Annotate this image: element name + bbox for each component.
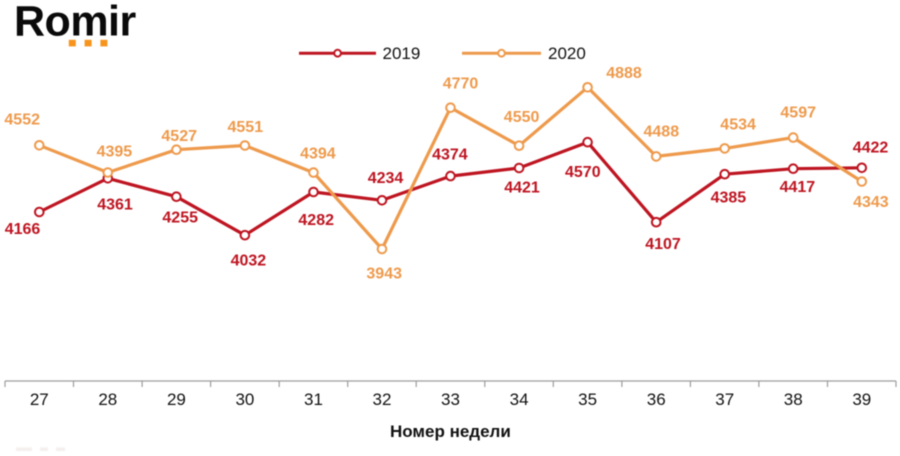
svg-text:4534: 4534 bbox=[720, 116, 756, 133]
svg-text:4166: 4166 bbox=[5, 221, 41, 238]
svg-text:30: 30 bbox=[235, 390, 254, 409]
svg-text:4550: 4550 bbox=[504, 109, 540, 126]
svg-text:4417: 4417 bbox=[780, 179, 816, 196]
svg-text:38: 38 bbox=[784, 390, 803, 409]
svg-text:29: 29 bbox=[167, 390, 186, 409]
svg-text:39: 39 bbox=[852, 390, 871, 409]
svg-text:27: 27 bbox=[30, 390, 49, 409]
svg-text:4597: 4597 bbox=[780, 105, 816, 122]
svg-text:4888: 4888 bbox=[606, 65, 642, 82]
svg-text:2020: 2020 bbox=[548, 44, 586, 63]
svg-text:36: 36 bbox=[647, 390, 666, 409]
svg-text:2019: 2019 bbox=[383, 44, 421, 63]
svg-text:4551: 4551 bbox=[228, 119, 264, 136]
svg-text:4527: 4527 bbox=[161, 128, 197, 145]
svg-text:4107: 4107 bbox=[645, 236, 681, 253]
svg-text:4234: 4234 bbox=[368, 170, 404, 187]
svg-text:Номер недели: Номер недели bbox=[390, 422, 511, 441]
svg-text:4570: 4570 bbox=[565, 164, 601, 181]
svg-text:33: 33 bbox=[441, 390, 460, 409]
svg-text:35: 35 bbox=[578, 390, 597, 409]
svg-text:4395: 4395 bbox=[97, 144, 133, 161]
svg-text:28: 28 bbox=[98, 390, 117, 409]
svg-text:3943: 3943 bbox=[366, 265, 402, 282]
svg-text:31: 31 bbox=[304, 390, 323, 409]
svg-text:4422: 4422 bbox=[853, 140, 889, 157]
svg-text:4394: 4394 bbox=[300, 145, 336, 162]
svg-text:4421: 4421 bbox=[504, 179, 540, 196]
svg-text:4282: 4282 bbox=[298, 212, 334, 229]
svg-text:34: 34 bbox=[510, 390, 529, 409]
svg-text:4374: 4374 bbox=[432, 147, 468, 164]
svg-text:4770: 4770 bbox=[443, 76, 479, 93]
svg-text:Romir: Romir bbox=[14, 0, 137, 45]
svg-text:4552: 4552 bbox=[4, 112, 40, 129]
svg-text:4343: 4343 bbox=[853, 194, 889, 211]
svg-text:4488: 4488 bbox=[644, 123, 680, 140]
svg-text:37: 37 bbox=[715, 390, 734, 409]
svg-text:4032: 4032 bbox=[231, 253, 267, 270]
svg-text:4255: 4255 bbox=[162, 210, 198, 227]
svg-text:32: 32 bbox=[373, 390, 392, 409]
svg-text:4361: 4361 bbox=[97, 197, 133, 214]
svg-text:4385: 4385 bbox=[711, 189, 747, 206]
